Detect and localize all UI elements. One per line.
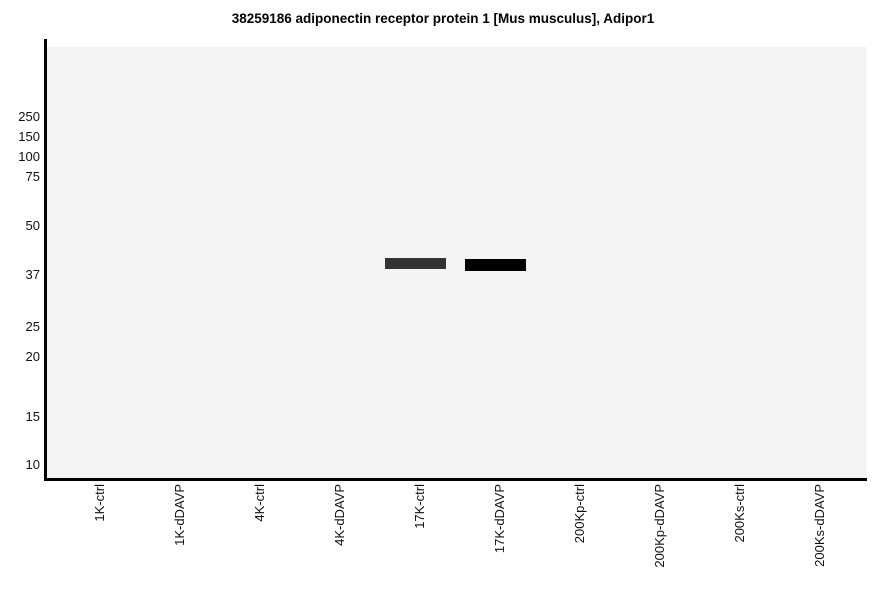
lane-label-1K-ctrl: 1K-ctrl	[91, 484, 107, 522]
lane-label-4K-ctrl: 4K-ctrl	[251, 484, 267, 522]
chart-title: 38259186 adiponectin receptor protein 1 …	[231, 11, 655, 26]
band-17K-ctrl	[385, 258, 446, 269]
y-tick-label-50: 50	[25, 218, 40, 233]
lane-label-17K-ctrl: 17K-ctrl	[411, 484, 427, 529]
band-17K-dDAVP	[465, 259, 526, 271]
lane-label-200Kp-ctrl: 200Kp-ctrl	[571, 484, 587, 544]
y-tick-label-100: 100	[18, 149, 40, 164]
y-tick-label-15: 15	[25, 409, 40, 424]
lane-label-200Kp-dDAVP: 200Kp-dDAVP	[651, 484, 667, 568]
lane-label-17K-dDAVP: 17K-dDAVP	[491, 484, 507, 554]
y-tick-label-75: 75	[25, 169, 40, 184]
y-tick-label-37: 37	[25, 267, 40, 282]
x-axis-line	[44, 478, 867, 481]
lane-label-4K-dDAVP: 4K-dDAVP	[331, 484, 347, 546]
y-tick-label-250: 250	[18, 109, 40, 124]
y-tick-label-150: 150	[18, 129, 40, 144]
y-tick-label-25: 25	[25, 319, 40, 334]
y-tick-label-10: 10	[25, 457, 40, 472]
lane-label-1K-dDAVP: 1K-dDAVP	[171, 484, 187, 546]
lane-label-200Ks-dDAVP: 200Ks-dDAVP	[811, 484, 827, 567]
lane-label-200Ks-ctrl: 200Ks-ctrl	[731, 484, 747, 543]
y-axis-line	[44, 39, 47, 481]
plot-area	[47, 47, 867, 478]
y-tick-label-20: 20	[25, 349, 40, 364]
